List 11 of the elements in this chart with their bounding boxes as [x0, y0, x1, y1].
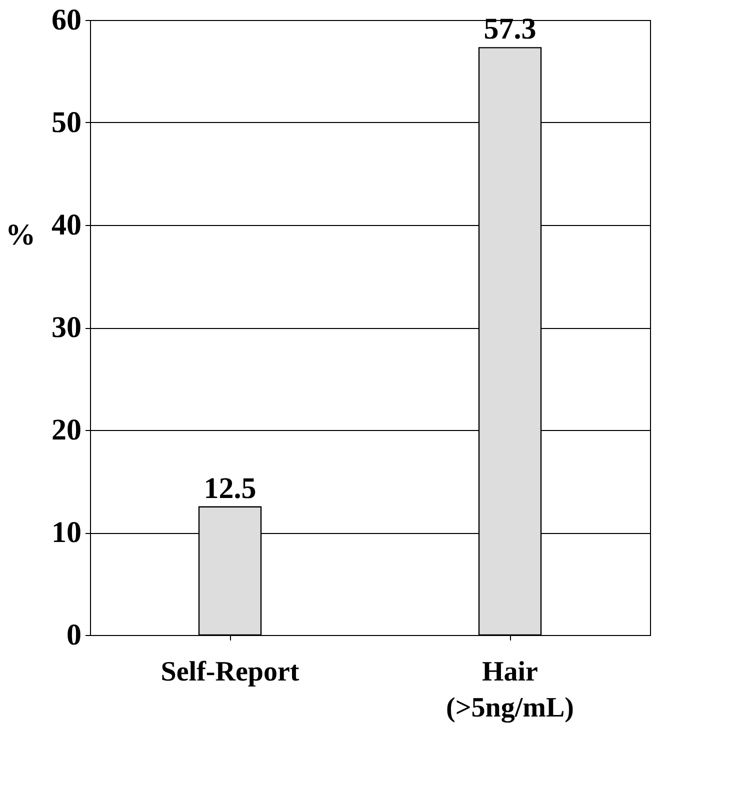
y-tick-label: 0: [66, 618, 82, 652]
y-tick-label: 30: [52, 311, 82, 344]
y-tick-label: 10: [52, 516, 82, 549]
y-tick-label: 20: [52, 414, 82, 446]
y-axis-title: %: [6, 218, 36, 252]
y-tick-label: 60: [52, 4, 82, 36]
y-tick-label: 50: [52, 106, 82, 139]
x-tick-label: Self-Report: [160, 656, 300, 688]
y-tick-label: 40: [52, 208, 82, 242]
data-label: 12.5: [204, 472, 256, 505]
x-tick-label: Hair (>5ng/mL): [446, 656, 574, 724]
